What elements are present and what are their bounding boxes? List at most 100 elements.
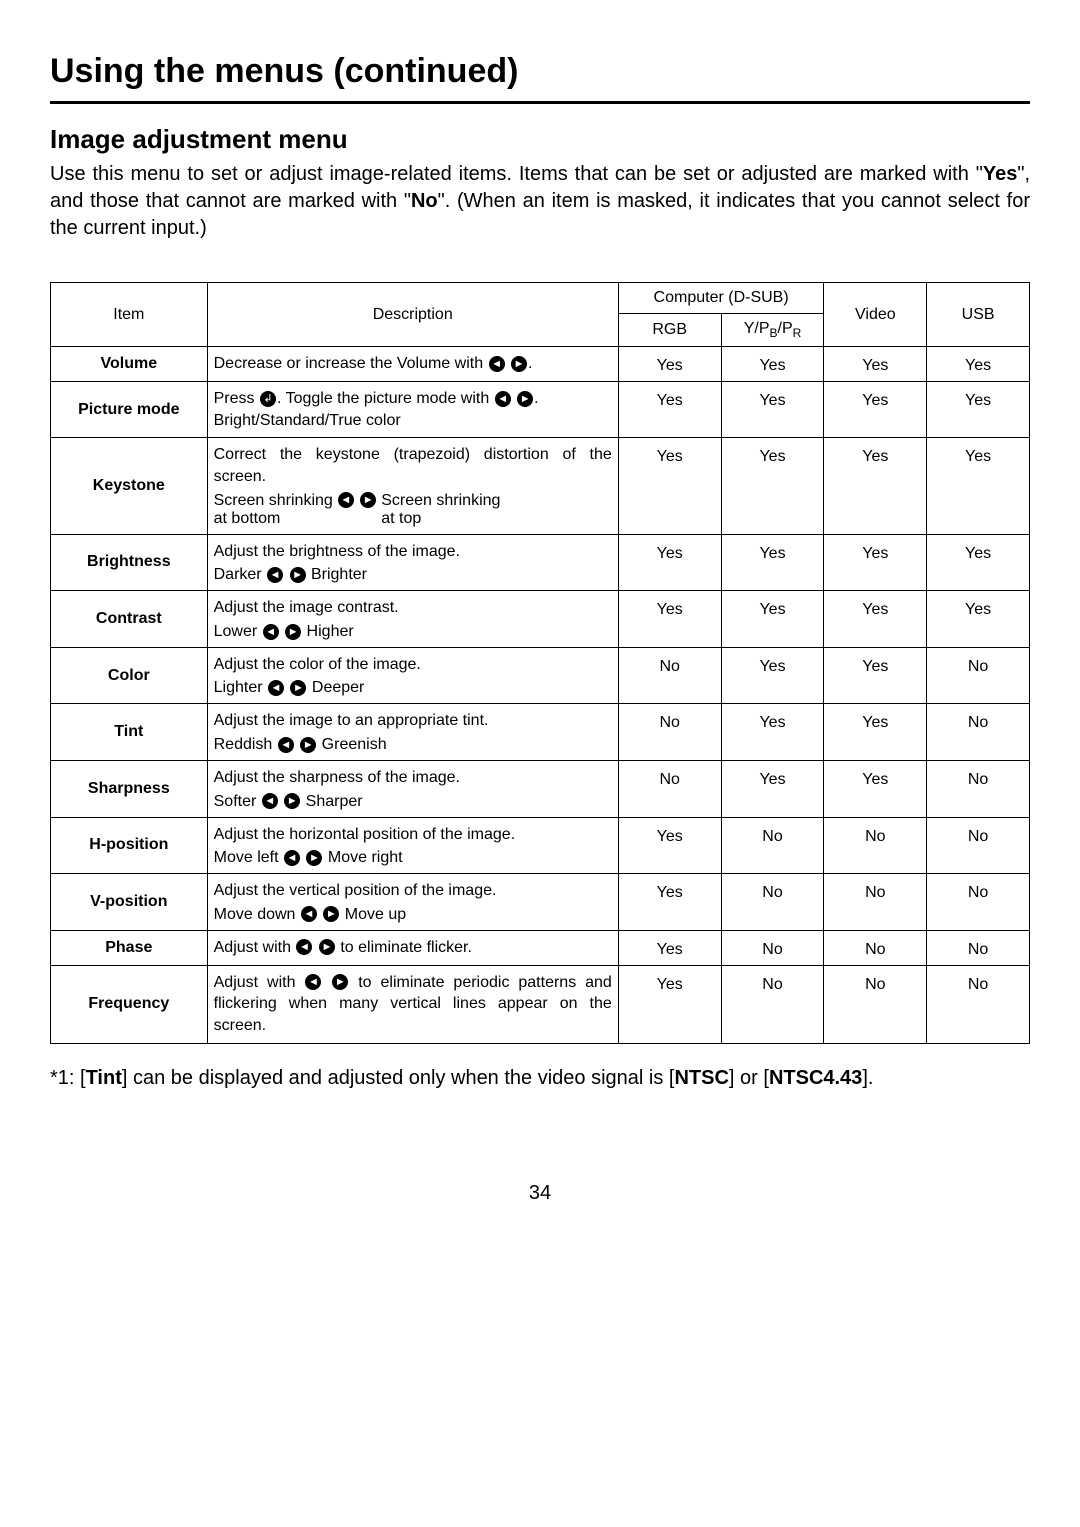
page-title: Using the menus (continued) [50, 52, 1030, 91]
title-divider [50, 101, 1030, 104]
row-rgb: No [618, 704, 721, 761]
right-arrow-icon: ► [284, 793, 300, 809]
intro-p1: Use this menu to set or adjust image-rel… [50, 163, 983, 185]
row-item-name: Volume [51, 347, 208, 382]
row-description: Correct the keystone (trapezoid) distort… [207, 438, 618, 534]
row-ypbpr: No [721, 817, 824, 874]
row-item-name: Contrast [51, 591, 208, 648]
row-description: Press ↲. Toggle the picture mode with ◄ … [207, 382, 618, 438]
right-arrow-icon: ► [300, 737, 316, 753]
row-rgb: Yes [618, 591, 721, 648]
row-usb: No [927, 647, 1030, 704]
ypbpr-r: R [793, 326, 802, 340]
table-row: FrequencyAdjust with ◄ ► to eliminate pe… [51, 965, 1030, 1043]
row-item-name: H-position [51, 817, 208, 874]
row-video: No [824, 930, 927, 965]
left-arrow-icon: ◄ [495, 391, 511, 407]
right-arrow-icon: ► [517, 391, 533, 407]
page-number: 34 [50, 1182, 1030, 1205]
row-video: Yes [824, 534, 927, 591]
fn-b1: Tint [86, 1067, 122, 1089]
row-usb: No [927, 704, 1030, 761]
right-arrow-icon: ► [290, 680, 306, 696]
row-ypbpr: No [721, 930, 824, 965]
table-row: PhaseAdjust with ◄ ► to eliminate flicke… [51, 930, 1030, 965]
row-description: Adjust the horizontal position of the im… [207, 817, 618, 874]
row-item-name: Sharpness [51, 760, 208, 817]
row-ypbpr: No [721, 874, 824, 931]
row-description: Adjust the brightness of the image.Darke… [207, 534, 618, 591]
enter-icon: ↲ [260, 391, 276, 407]
row-ypbpr: No [721, 965, 824, 1043]
row-usb: Yes [927, 534, 1030, 591]
row-item-name: Keystone [51, 438, 208, 534]
row-description: Adjust with ◄ ► to eliminate flicker. [207, 930, 618, 965]
table-row: BrightnessAdjust the brightness of the i… [51, 534, 1030, 591]
intro-b2: No [411, 190, 438, 212]
ypbpr-b: B [770, 326, 778, 340]
row-usb: No [927, 965, 1030, 1043]
right-arrow-icon: ► [323, 906, 339, 922]
row-description: Adjust the sharpness of the image.Softer… [207, 760, 618, 817]
left-arrow-icon: ◄ [296, 939, 312, 955]
row-description: Adjust the image to an appropriate tint.… [207, 704, 618, 761]
row-video: Yes [824, 591, 927, 648]
header-rgb: RGB [618, 314, 721, 347]
header-description: Description [207, 283, 618, 347]
header-computer: Computer (D-SUB) [618, 283, 824, 314]
table-row: H-positionAdjust the horizontal position… [51, 817, 1030, 874]
fn-b2: NTSC [674, 1067, 728, 1089]
row-video: Yes [824, 760, 927, 817]
left-arrow-icon: ◄ [267, 567, 283, 583]
right-arrow-icon: ► [360, 492, 376, 508]
header-item: Item [51, 283, 208, 347]
left-arrow-icon: ◄ [338, 492, 354, 508]
left-arrow-icon: ◄ [262, 793, 278, 809]
row-rgb: Yes [618, 930, 721, 965]
intro-text: Use this menu to set or adjust image-rel… [50, 161, 1030, 242]
left-arrow-icon: ◄ [268, 680, 284, 696]
row-video: No [824, 874, 927, 931]
right-arrow-icon: ► [285, 624, 301, 640]
row-video: Yes [824, 647, 927, 704]
row-rgb: Yes [618, 347, 721, 382]
row-video: Yes [824, 382, 927, 438]
fn-p4: ]. [862, 1067, 873, 1089]
row-video: Yes [824, 704, 927, 761]
right-arrow-icon: ► [332, 974, 348, 990]
table-row: TintAdjust the image to an appropriate t… [51, 704, 1030, 761]
fn-b3: NTSC4.43 [769, 1067, 862, 1089]
row-usb: No [927, 760, 1030, 817]
intro-b1: Yes [983, 163, 1017, 185]
row-description: Adjust the vertical position of the imag… [207, 874, 618, 931]
row-item-name: Picture mode [51, 382, 208, 438]
row-ypbpr: Yes [721, 382, 824, 438]
table-row: Picture modePress ↲. Toggle the picture … [51, 382, 1030, 438]
left-arrow-icon: ◄ [489, 356, 505, 372]
table-row: KeystoneCorrect the keystone (trapezoid)… [51, 438, 1030, 534]
header-video: Video [824, 283, 927, 347]
fn-p3: ] or [ [729, 1067, 769, 1089]
row-item-name: Frequency [51, 965, 208, 1043]
row-item-name: Tint [51, 704, 208, 761]
row-description: Decrease or increase the Volume with ◄ ►… [207, 347, 618, 382]
row-ypbpr: Yes [721, 347, 824, 382]
fn-p2: ] can be displayed and adjusted only whe… [122, 1067, 675, 1089]
right-arrow-icon: ► [306, 850, 322, 866]
row-rgb: No [618, 647, 721, 704]
row-description: Adjust the image contrast.Lower ◄ ► High… [207, 591, 618, 648]
row-usb: No [927, 930, 1030, 965]
header-ypbpr: Y/PB/PR [721, 314, 824, 347]
section-title: Image adjustment menu [50, 124, 1030, 155]
row-description: Adjust the color of the image.Lighter ◄ … [207, 647, 618, 704]
table-row: V-positionAdjust the vertical position o… [51, 874, 1030, 931]
table-row: ColorAdjust the color of the image.Light… [51, 647, 1030, 704]
row-rgb: Yes [618, 382, 721, 438]
right-arrow-icon: ► [511, 356, 527, 372]
row-rgb: Yes [618, 817, 721, 874]
row-ypbpr: Yes [721, 760, 824, 817]
row-video: Yes [824, 347, 927, 382]
table-body: VolumeDecrease or increase the Volume wi… [51, 347, 1030, 1043]
row-ypbpr: Yes [721, 647, 824, 704]
row-usb: Yes [927, 347, 1030, 382]
